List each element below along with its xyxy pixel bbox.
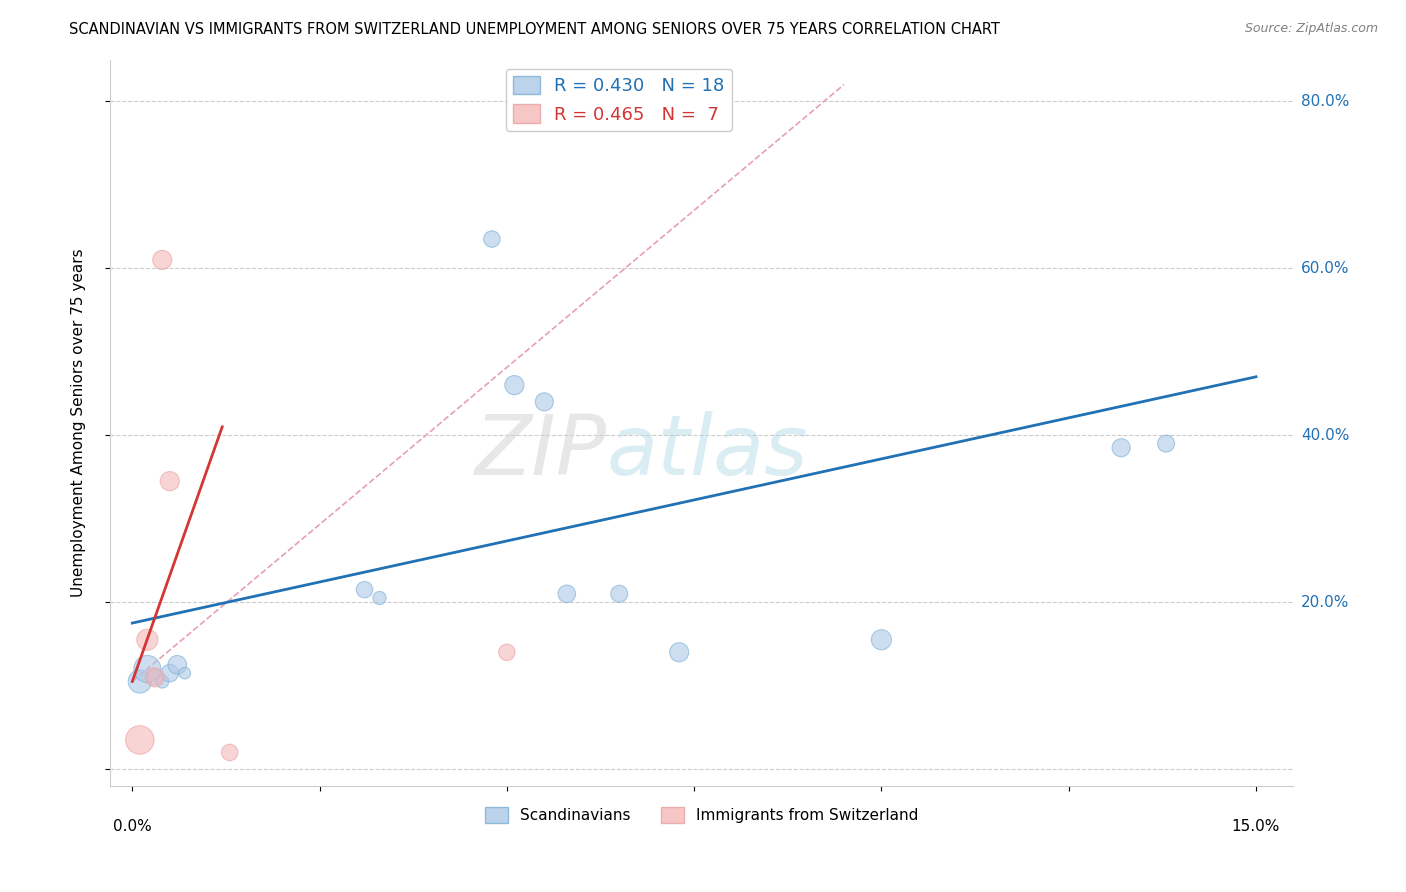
Text: 60.0%: 60.0% (1301, 260, 1350, 276)
Point (136, 632, 159, 647)
Point (368, 591, 391, 605)
Point (496, 645, 519, 659)
Text: 80.0%: 80.0% (1301, 94, 1350, 109)
Text: SCANDINAVIAN VS IMMIGRANTS FROM SWITZERLAND UNEMPLOYMENT AMONG SENIORS OVER 75 Y: SCANDINAVIAN VS IMMIGRANTS FROM SWITZERL… (69, 22, 1000, 37)
Point (150, 252, 173, 267)
Text: Source: ZipAtlas.com: Source: ZipAtlas.com (1244, 22, 1378, 36)
Point (218, 746, 240, 760)
Point (128, 732, 150, 747)
Point (143, 670, 166, 684)
Text: ZIP: ZIP (475, 411, 607, 492)
Point (150, 674, 173, 689)
Point (166, 657, 188, 672)
Point (159, 666, 181, 681)
Y-axis label: Unemployment Among Seniors over 75 years: Unemployment Among Seniors over 75 years (72, 248, 86, 597)
Point (353, 582, 375, 597)
Point (870, 632, 893, 647)
Point (533, 394, 555, 409)
Point (128, 674, 150, 689)
Point (136, 662, 159, 676)
Point (481, 232, 503, 246)
Text: 20.0%: 20.0% (1301, 595, 1350, 609)
Point (555, 587, 578, 601)
Point (173, 666, 195, 681)
Legend: Scandinavians, Immigrants from Switzerland: Scandinavians, Immigrants from Switzerla… (478, 801, 925, 829)
Point (143, 670, 166, 684)
Point (668, 645, 690, 659)
Text: 40.0%: 40.0% (1301, 428, 1350, 442)
Text: atlas: atlas (607, 411, 808, 492)
Text: 15.0%: 15.0% (1232, 819, 1279, 834)
Point (607, 587, 630, 601)
Point (159, 474, 181, 488)
Point (1154, 436, 1177, 450)
Point (503, 378, 526, 392)
Text: 0.0%: 0.0% (112, 819, 152, 834)
Point (1109, 441, 1132, 455)
